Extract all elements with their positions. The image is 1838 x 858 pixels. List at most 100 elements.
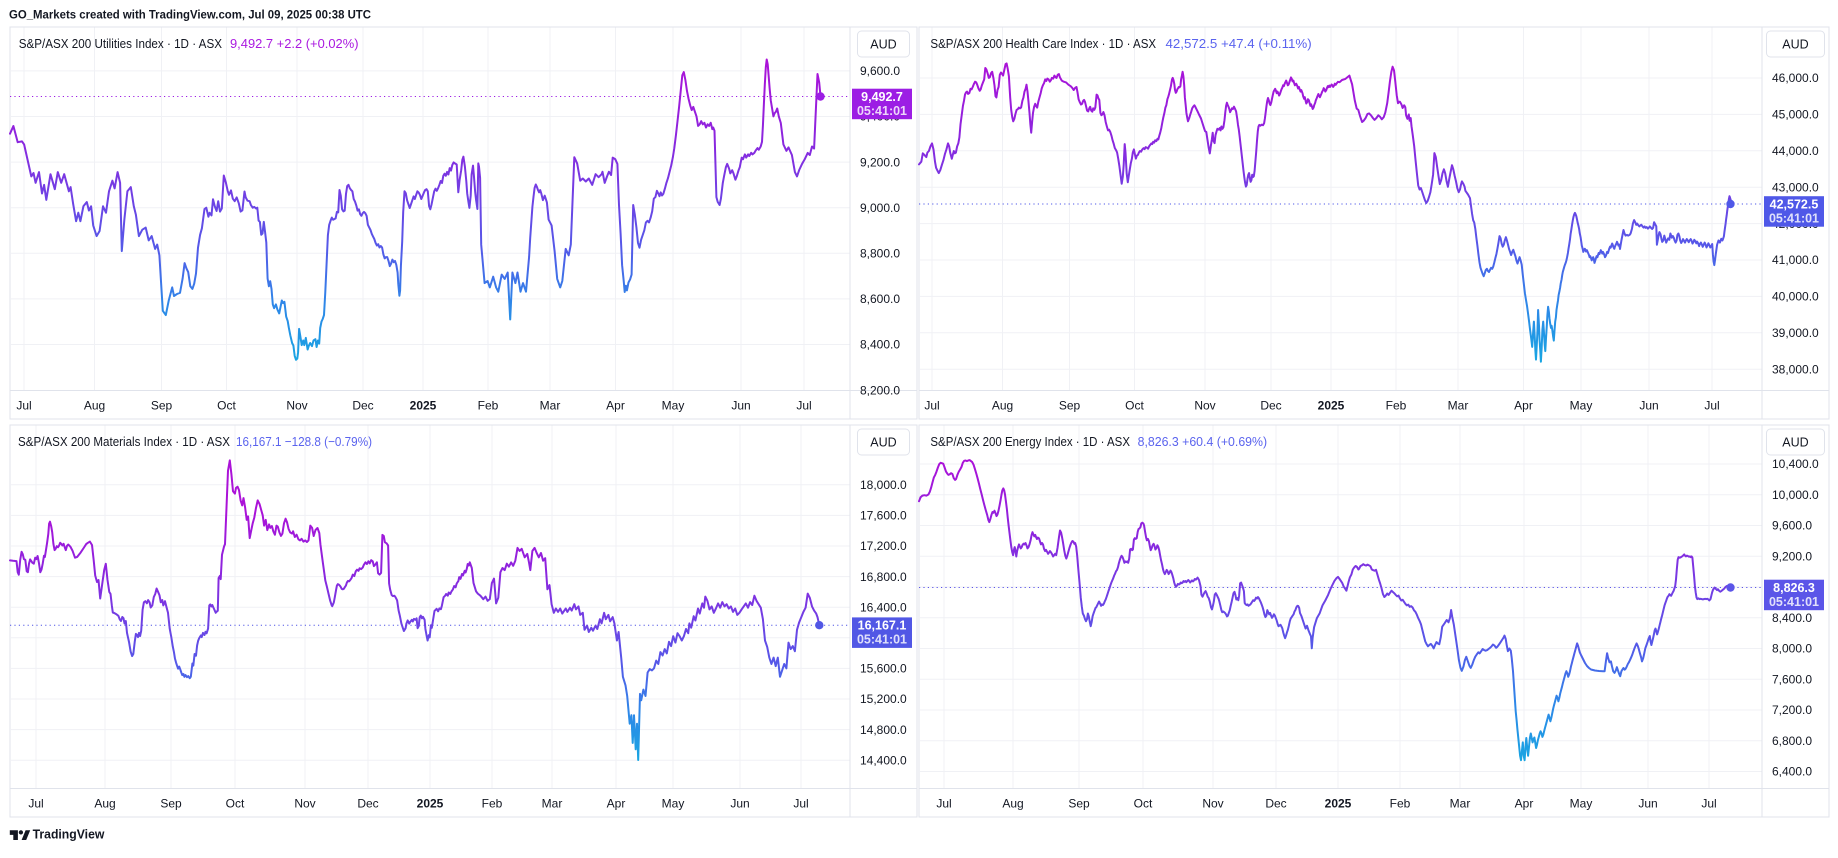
svg-text:42,572.5 +47.4 (+0.11%): 42,572.5 +47.4 (+0.11%) <box>1166 36 1312 51</box>
svg-text:Oct: Oct <box>1125 399 1144 413</box>
svg-text:Mar: Mar <box>1448 399 1469 413</box>
svg-text:38,000.0: 38,000.0 <box>1772 362 1819 376</box>
svg-text:Mar: Mar <box>542 797 563 811</box>
svg-text:Jul: Jul <box>28 797 43 811</box>
svg-text:May: May <box>662 399 685 413</box>
svg-text:17,200.0: 17,200.0 <box>860 539 907 553</box>
svg-text:Feb: Feb <box>1390 797 1411 811</box>
svg-text:46,000.0: 46,000.0 <box>1772 71 1819 85</box>
svg-text:10,400.0: 10,400.0 <box>1772 457 1819 471</box>
svg-text:9,200.0: 9,200.0 <box>860 155 900 169</box>
svg-text:Jul: Jul <box>793 797 808 811</box>
svg-text:Oct: Oct <box>217 399 236 413</box>
svg-text:Mar: Mar <box>540 399 561 413</box>
svg-text:8,200.0: 8,200.0 <box>860 383 900 397</box>
svg-text:6,800.0: 6,800.0 <box>1772 734 1812 748</box>
svg-text:Apr: Apr <box>1514 399 1533 413</box>
svg-text:10,000.0: 10,000.0 <box>1772 488 1819 502</box>
svg-text:16,167.1 −128.8 (−0.79%): 16,167.1 −128.8 (−0.79%) <box>236 434 372 449</box>
svg-text:Nov: Nov <box>294 797 315 811</box>
svg-text:Nov: Nov <box>1194 399 1215 413</box>
svg-text:05:41:01: 05:41:01 <box>857 104 907 118</box>
svg-text:15,200.0: 15,200.0 <box>860 692 907 706</box>
svg-text:Jul: Jul <box>1701 797 1716 811</box>
svg-text:Aug: Aug <box>94 797 115 811</box>
svg-text:9,000.0: 9,000.0 <box>860 201 900 215</box>
svg-text:Aug: Aug <box>1002 797 1023 811</box>
svg-text:Oct: Oct <box>1134 797 1153 811</box>
svg-text:05:41:01: 05:41:01 <box>1769 595 1819 609</box>
svg-text:Oct: Oct <box>226 797 245 811</box>
svg-text:TradingView: TradingView <box>33 827 106 842</box>
svg-text:05:41:01: 05:41:01 <box>857 633 907 647</box>
svg-text:9,200.0: 9,200.0 <box>1772 550 1812 564</box>
svg-text:Dec: Dec <box>357 797 378 811</box>
svg-text:9,492.7 +2.2 (+0.02%): 9,492.7 +2.2 (+0.02%) <box>230 36 359 51</box>
svg-text:15,600.0: 15,600.0 <box>860 662 907 676</box>
svg-text:Feb: Feb <box>482 797 503 811</box>
svg-text:8,826.3 +60.4 (+0.69%): 8,826.3 +60.4 (+0.69%) <box>1138 434 1268 449</box>
svg-text:Jun: Jun <box>1638 797 1657 811</box>
svg-text:Jul: Jul <box>16 399 31 413</box>
svg-text:7,200.0: 7,200.0 <box>1772 703 1812 717</box>
svg-text:May: May <box>662 797 685 811</box>
svg-text:42,572.5: 42,572.5 <box>1770 197 1819 211</box>
svg-text:9,492.7: 9,492.7 <box>861 90 903 104</box>
svg-text:Jul: Jul <box>936 797 951 811</box>
svg-text:AUD: AUD <box>870 436 896 450</box>
svg-text:14,400.0: 14,400.0 <box>860 753 907 767</box>
svg-text:16,167.1: 16,167.1 <box>858 619 907 633</box>
svg-text:Apr: Apr <box>607 797 626 811</box>
svg-text:8,400.0: 8,400.0 <box>1772 611 1812 625</box>
svg-text:Mar: Mar <box>1450 797 1471 811</box>
svg-text:GO_Markets created with Tradin: GO_Markets created with TradingView.com,… <box>9 8 371 22</box>
svg-text:9,600.0: 9,600.0 <box>1772 519 1812 533</box>
svg-text:Sep: Sep <box>151 399 173 413</box>
svg-text:Apr: Apr <box>1515 797 1534 811</box>
svg-text:Apr: Apr <box>606 399 625 413</box>
svg-text:8,000.0: 8,000.0 <box>1772 642 1812 656</box>
svg-text:S&P/ASX 200 Energy Index · 1D: S&P/ASX 200 Energy Index · 1D · ASX <box>930 434 1130 449</box>
svg-text:17,600.0: 17,600.0 <box>860 509 907 523</box>
svg-text:Sep: Sep <box>160 797 182 811</box>
svg-text:Jul: Jul <box>796 399 811 413</box>
svg-text:7,600.0: 7,600.0 <box>1772 673 1812 687</box>
svg-text:S&P/ASX 200 Materials Index ·: S&P/ASX 200 Materials Index · 1D · ASX <box>18 434 230 449</box>
svg-text:S&P/ASX 200 Utilities Index ·: S&P/ASX 200 Utilities Index · 1D · ASX <box>19 36 223 51</box>
svg-text:Sep: Sep <box>1059 399 1081 413</box>
svg-text:8,826.3: 8,826.3 <box>1773 581 1815 595</box>
svg-text:May: May <box>1570 399 1593 413</box>
svg-text:8,400.0: 8,400.0 <box>860 338 900 352</box>
svg-text:Dec: Dec <box>1260 399 1281 413</box>
svg-text:Dec: Dec <box>1265 797 1286 811</box>
svg-text:Jun: Jun <box>730 797 749 811</box>
svg-text:9,600.0: 9,600.0 <box>860 64 900 78</box>
svg-text:40,000.0: 40,000.0 <box>1772 290 1819 304</box>
svg-text:2025: 2025 <box>410 399 437 413</box>
svg-text:14,800.0: 14,800.0 <box>860 723 907 737</box>
svg-text:44,000.0: 44,000.0 <box>1772 144 1819 158</box>
svg-text:Jul: Jul <box>1704 399 1719 413</box>
svg-text:39,000.0: 39,000.0 <box>1772 326 1819 340</box>
svg-text:2025: 2025 <box>1325 797 1352 811</box>
svg-text:8,800.0: 8,800.0 <box>860 247 900 261</box>
svg-text:Nov: Nov <box>1202 797 1223 811</box>
svg-text:Aug: Aug <box>992 399 1013 413</box>
svg-text:AUD: AUD <box>1782 38 1808 52</box>
svg-text:Feb: Feb <box>478 399 499 413</box>
svg-text:16,400.0: 16,400.0 <box>860 600 907 614</box>
svg-text:45,000.0: 45,000.0 <box>1772 108 1819 122</box>
svg-text:Feb: Feb <box>1386 399 1407 413</box>
svg-text:41,000.0: 41,000.0 <box>1772 253 1819 267</box>
svg-text:Dec: Dec <box>352 399 373 413</box>
svg-text:6,400.0: 6,400.0 <box>1772 765 1812 779</box>
svg-text:Jun: Jun <box>731 399 750 413</box>
svg-text:16,800.0: 16,800.0 <box>860 570 907 584</box>
svg-text:S&P/ASX 200 Health Care Index: S&P/ASX 200 Health Care Index · 1D · ASX <box>930 36 1156 51</box>
svg-text:8,600.0: 8,600.0 <box>860 292 900 306</box>
svg-text:Aug: Aug <box>84 399 105 413</box>
svg-text:18,000.0: 18,000.0 <box>860 478 907 492</box>
svg-text:AUD: AUD <box>870 38 896 52</box>
svg-text:May: May <box>1570 797 1593 811</box>
svg-text:43,000.0: 43,000.0 <box>1772 180 1819 194</box>
